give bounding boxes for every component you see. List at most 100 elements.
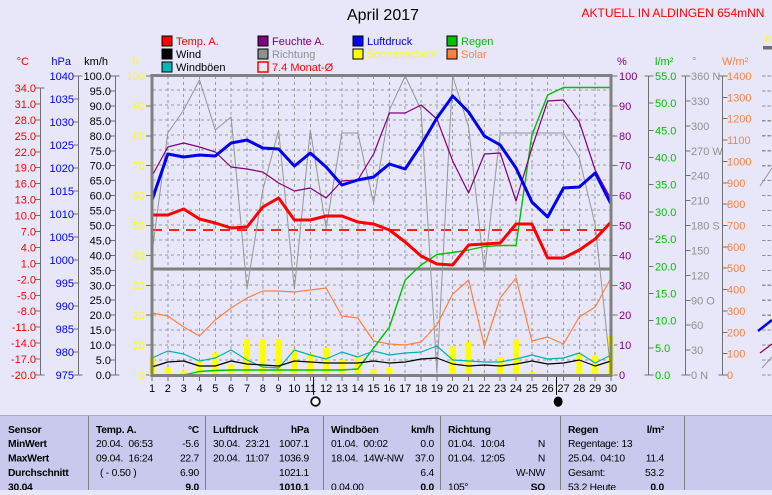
svg-text:60.0: 60.0 (90, 191, 111, 203)
svg-text:l/m²: l/m² (647, 425, 665, 436)
svg-text:5.0: 5.0 (96, 355, 111, 367)
svg-text:13.0: 13.0 (15, 195, 36, 207)
svg-text:Solar: Solar (461, 49, 487, 61)
svg-text:-17.0: -17.0 (11, 354, 36, 366)
svg-text:50: 50 (133, 221, 145, 233)
svg-text:11.4: 11.4 (646, 454, 665, 465)
svg-text:150: 150 (691, 245, 709, 257)
svg-text:%: % (617, 56, 627, 68)
svg-text:30: 30 (605, 383, 617, 395)
svg-text:900: 900 (727, 178, 745, 190)
svg-text:60: 60 (133, 191, 145, 203)
svg-text:N: N (538, 439, 545, 450)
svg-text:1035: 1035 (50, 94, 74, 106)
svg-text:995: 995 (56, 278, 74, 290)
svg-text:3: 3 (181, 383, 187, 395)
svg-text:28: 28 (573, 383, 585, 395)
svg-text:Regen: Regen (568, 425, 598, 436)
svg-text:12: 12 (320, 383, 332, 395)
svg-text:0: 0 (727, 370, 733, 382)
svg-text:SO: SO (531, 483, 546, 491)
svg-text:5.0: 5.0 (655, 343, 670, 355)
svg-text:1040: 1040 (50, 71, 74, 83)
svg-text:16: 16 (383, 383, 395, 395)
svg-text:85.0: 85.0 (90, 116, 111, 128)
svg-text:50.0: 50.0 (655, 98, 676, 110)
svg-text:Regen: Regen (461, 36, 493, 48)
svg-text:30: 30 (133, 280, 145, 292)
svg-text:4.0: 4.0 (21, 242, 36, 254)
svg-text:W/m²: W/m² (722, 56, 749, 68)
svg-text:1030: 1030 (50, 117, 74, 129)
svg-text:990: 990 (56, 301, 74, 313)
svg-text:45.0: 45.0 (655, 125, 676, 137)
svg-text:55.0: 55.0 (655, 71, 676, 83)
svg-text:22.7: 22.7 (180, 454, 200, 465)
svg-text:100.0: 100.0 (83, 71, 111, 83)
svg-text:4: 4 (196, 383, 202, 395)
svg-text:09.04. 16:24: 09.04. 16:24 (96, 454, 153, 465)
svg-text:80.0: 80.0 (90, 131, 111, 143)
svg-text:30: 30 (619, 280, 631, 292)
svg-text:95.0: 95.0 (90, 86, 111, 98)
svg-text:14: 14 (352, 383, 364, 395)
svg-text:18.04. 14W-NW: 18.04. 14W-NW (331, 454, 404, 465)
svg-text:28.0: 28.0 (15, 115, 36, 127)
svg-text:°: ° (692, 56, 696, 68)
svg-text:0.0: 0.0 (96, 370, 111, 382)
svg-text:22.0: 22.0 (15, 147, 36, 159)
svg-text:Richtung: Richtung (272, 49, 315, 61)
svg-text:hPa: hPa (51, 56, 71, 68)
svg-text:km/h: km/h (84, 56, 108, 68)
svg-text:90: 90 (619, 101, 631, 113)
svg-text:Gesamt:: Gesamt: (568, 468, 605, 479)
svg-text:MinWert: MinWert (8, 439, 47, 450)
svg-text:9.0: 9.0 (185, 483, 199, 491)
svg-text:19.0: 19.0 (15, 163, 36, 175)
svg-text:53.2: 53.2 (645, 468, 665, 479)
svg-text:30: 30 (691, 345, 703, 357)
svg-text:700: 700 (727, 221, 745, 233)
svg-text:10: 10 (619, 340, 631, 352)
svg-text:Luftdruck: Luftdruck (367, 36, 413, 48)
svg-text:980: 980 (56, 347, 74, 359)
svg-text:Wind: Wind (176, 49, 201, 61)
svg-text:-8.0: -8.0 (17, 306, 36, 318)
svg-text:Temp. A.: Temp. A. (96, 425, 137, 436)
svg-text:29: 29 (589, 383, 601, 395)
svg-text:-14.0: -14.0 (11, 338, 36, 350)
svg-text:6.4: 6.4 (420, 468, 434, 479)
svg-text:0.0: 0.0 (650, 483, 664, 491)
svg-text:MaxWert: MaxWert (8, 454, 50, 465)
svg-text:23: 23 (494, 383, 506, 395)
svg-text:20.04. 06:53: 20.04. 06:53 (96, 439, 153, 450)
svg-text:70: 70 (619, 161, 631, 173)
svg-text:75.0: 75.0 (90, 146, 111, 158)
svg-text:Windböen: Windböen (331, 425, 379, 436)
svg-text:40: 40 (133, 250, 145, 262)
svg-text:10.0: 10.0 (15, 211, 36, 223)
svg-text:40: 40 (619, 250, 631, 262)
svg-text:1021.1: 1021.1 (279, 468, 310, 479)
svg-text:1.0: 1.0 (21, 258, 36, 270)
svg-text:120: 120 (691, 270, 709, 282)
svg-text:985: 985 (56, 324, 74, 336)
svg-text:90 O: 90 O (691, 295, 715, 307)
svg-text:1: 1 (149, 383, 155, 395)
svg-text:0.04.00: 0.04.00 (331, 483, 364, 491)
svg-text:55.0: 55.0 (90, 206, 111, 218)
svg-text:50: 50 (619, 221, 631, 233)
svg-text:70: 70 (133, 161, 145, 173)
svg-text:100: 100 (619, 71, 637, 83)
svg-text:ne: ne (765, 33, 772, 45)
svg-text:6: 6 (228, 383, 234, 395)
svg-text:0: 0 (619, 370, 625, 382)
svg-text:30.0: 30.0 (655, 207, 676, 219)
svg-text:26: 26 (542, 383, 554, 395)
svg-text:1000: 1000 (50, 255, 74, 267)
svg-text:Sensor: Sensor (8, 425, 42, 436)
svg-text:-11.0: -11.0 (12, 322, 36, 334)
svg-text:0.0: 0.0 (420, 483, 434, 491)
svg-text:9: 9 (276, 383, 282, 395)
svg-text:7.4 Monat-Ø: 7.4 Monat-Ø (272, 62, 334, 74)
